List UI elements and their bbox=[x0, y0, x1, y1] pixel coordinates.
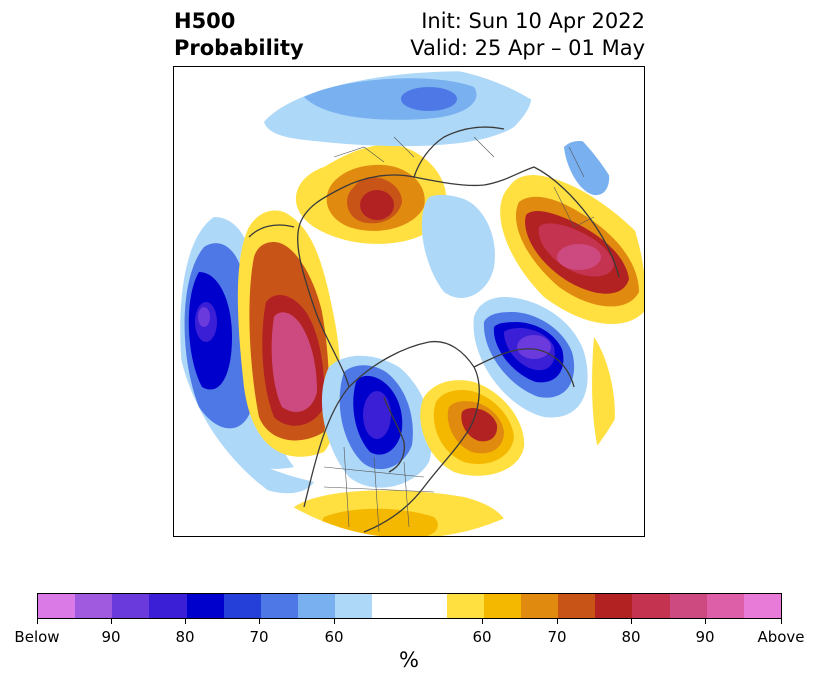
north-atlantic-below-anomaly bbox=[473, 297, 588, 418]
map-svg bbox=[174, 67, 644, 536]
colorbar-tick-mark bbox=[185, 619, 186, 624]
colorbar-segment bbox=[706, 594, 744, 618]
aleutian-below-anomaly bbox=[180, 217, 294, 469]
colorbar-tick-label: 70 bbox=[249, 628, 269, 646]
colorbar-tick-mark bbox=[705, 619, 706, 624]
colorbar-segment bbox=[558, 594, 596, 618]
colorbar-tick-mark bbox=[111, 619, 112, 624]
colorbar-tick-label: 90 bbox=[695, 628, 715, 646]
colorbar-tick-mark bbox=[631, 619, 632, 624]
colorbar-segment bbox=[223, 594, 261, 618]
colorbar-segment bbox=[483, 594, 522, 618]
colorbar bbox=[37, 593, 782, 619]
title-left: H500 Probability bbox=[174, 8, 304, 62]
colorbar-segment bbox=[372, 594, 447, 618]
title-valid-range: Valid: 25 Apr – 01 May bbox=[410, 36, 645, 60]
colorbar-tick-label: 80 bbox=[175, 628, 195, 646]
colorbar-segment bbox=[149, 594, 187, 618]
north-pacific-top-below-anomaly bbox=[264, 71, 532, 147]
polar-below-anomaly bbox=[421, 194, 495, 298]
probability-map bbox=[173, 66, 645, 537]
colorbar-tick-mark bbox=[482, 619, 483, 624]
colorbar-tick-label: Above bbox=[757, 628, 805, 646]
colorbar-segment bbox=[743, 594, 782, 618]
colorbar-tick-label: 60 bbox=[472, 628, 492, 646]
title-h500: H500 bbox=[174, 9, 236, 33]
colorbar-tick-mark bbox=[334, 619, 335, 624]
colorbar-tick-label: 70 bbox=[547, 628, 567, 646]
colorbar-segment bbox=[632, 594, 670, 618]
colorbar-tick-mark bbox=[259, 619, 260, 624]
colorbar-tick-label: 60 bbox=[324, 628, 344, 646]
colorbar-segment bbox=[595, 594, 633, 618]
colorbar-tick-mark bbox=[557, 619, 558, 624]
colorbar-tick-label: 90 bbox=[101, 628, 121, 646]
colorbar-segment bbox=[38, 594, 76, 618]
russia-above-anomaly bbox=[500, 175, 644, 324]
title-init-date: Init: Sun 10 Apr 2022 bbox=[421, 9, 645, 33]
colorbar-segment bbox=[112, 594, 150, 618]
colorbar-segment bbox=[260, 594, 299, 618]
colorbar-tick-mark bbox=[37, 619, 38, 624]
colorbar-segment bbox=[298, 594, 336, 618]
colorbar-segment bbox=[75, 594, 113, 618]
title-probability: Probability bbox=[174, 36, 304, 60]
colorbar-segment bbox=[186, 594, 224, 618]
colorbar-segment bbox=[335, 594, 373, 618]
colorbar-tick-label: 80 bbox=[621, 628, 641, 646]
colorbar-tick-label: Below bbox=[14, 628, 60, 646]
hudson-bay-below-anomaly bbox=[321, 355, 433, 488]
colorbar-segment bbox=[669, 594, 707, 618]
colorbar-unit-label: % bbox=[399, 648, 419, 672]
title-right: Init: Sun 10 Apr 2022 Valid: 25 Apr – 01… bbox=[410, 8, 645, 62]
coastlines bbox=[248, 126, 620, 533]
colorbar-segment bbox=[521, 594, 559, 618]
siberia-above-anomaly bbox=[295, 144, 447, 244]
colorbar-tick-mark bbox=[781, 619, 782, 624]
colorbar-segment bbox=[446, 594, 484, 618]
